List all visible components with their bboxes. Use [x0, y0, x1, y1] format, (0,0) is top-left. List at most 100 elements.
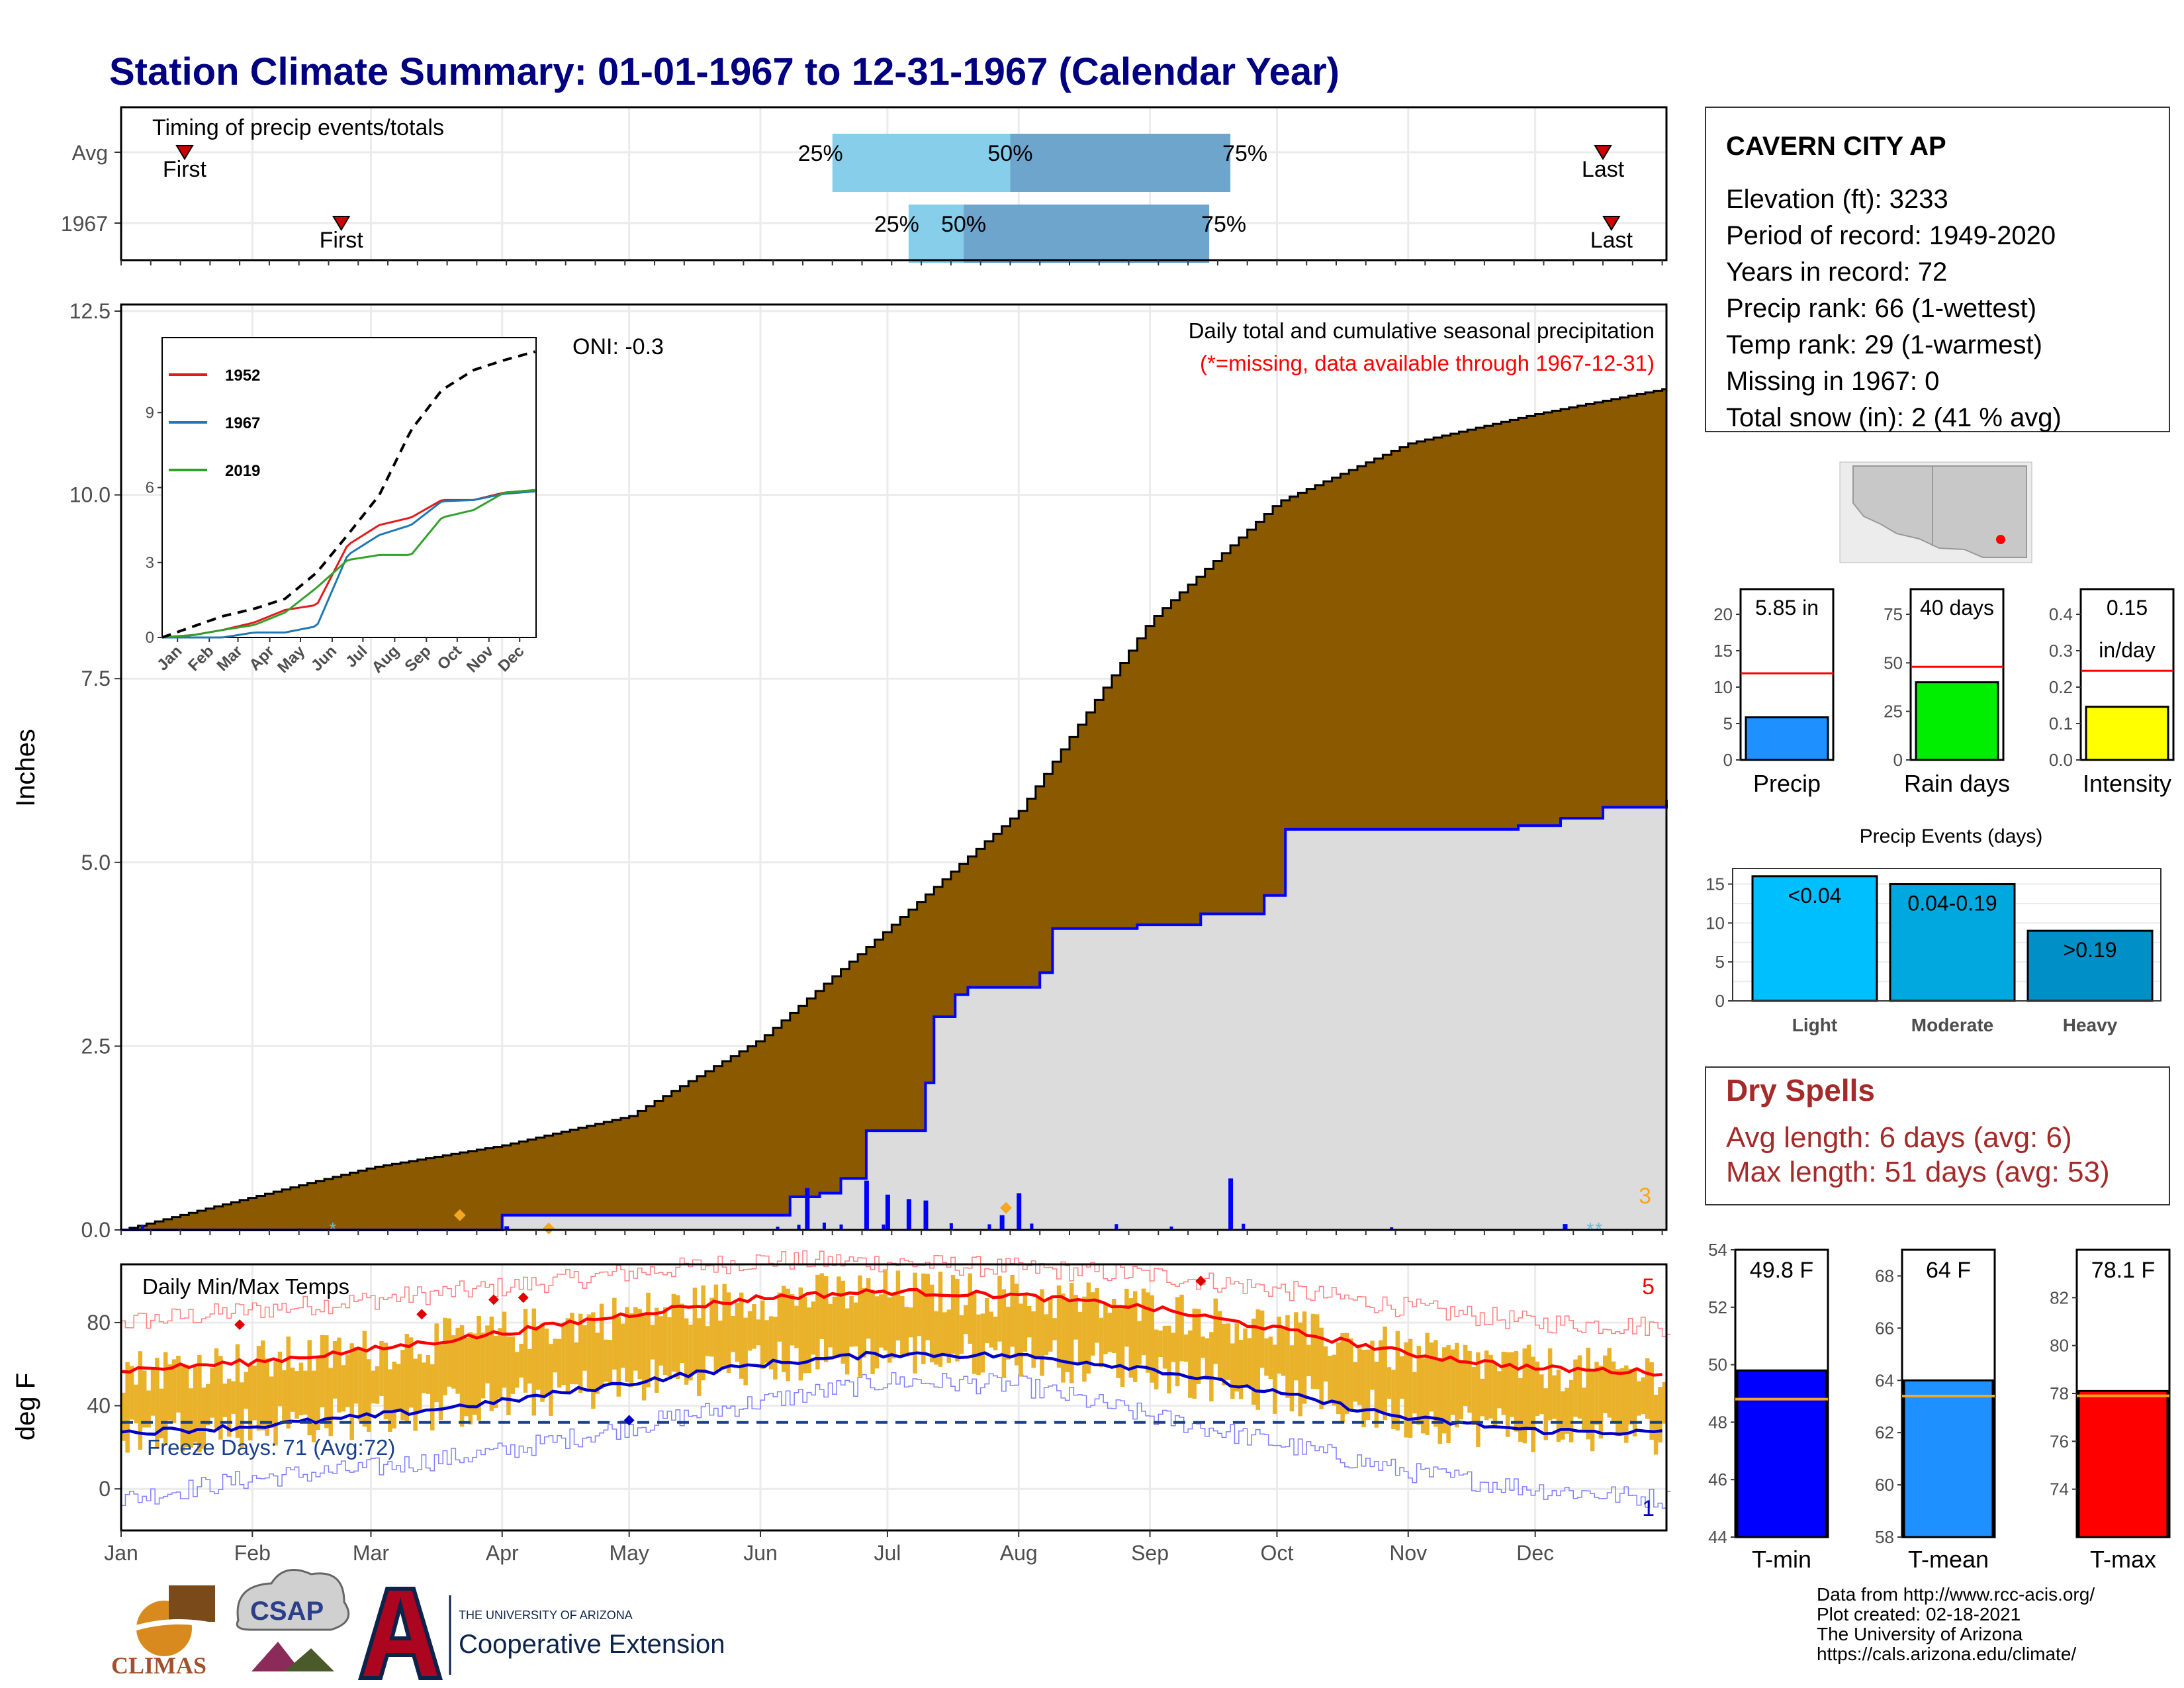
inset-ytick-label: 3	[146, 554, 154, 572]
daily-temp-bar	[578, 1313, 583, 1393]
daily-temp-bar	[379, 1340, 384, 1396]
daily-temp-bar	[320, 1335, 325, 1407]
month-label: Feb	[234, 1541, 271, 1565]
temp-bar-ytick-label: 80	[2050, 1336, 2069, 1356]
events-border	[1732, 868, 2161, 1002]
daily-temp-bar	[1547, 1348, 1553, 1421]
first-marker	[175, 145, 194, 160]
daily-temp-bar	[713, 1284, 719, 1374]
daily-temp-bar	[129, 1366, 134, 1420]
daily-precip-bar	[822, 1222, 826, 1230]
daily-temp-bar	[1285, 1315, 1290, 1398]
daily-temp-bar	[921, 1273, 926, 1364]
daily-temp-bar	[256, 1346, 261, 1431]
first-marker	[332, 216, 351, 231]
event-bar-label: 0.04-0.19	[1907, 892, 1997, 915]
daily-temp-bar	[1577, 1355, 1582, 1419]
daily-temp-bar	[692, 1288, 698, 1374]
daily-temp-bar	[828, 1303, 833, 1348]
dry-box	[1705, 1066, 2170, 1205]
daily-temp-bar	[1328, 1356, 1332, 1401]
daily-temp-bar	[1395, 1331, 1400, 1431]
daily-temp-bar	[1531, 1356, 1535, 1452]
daily-temp-bar	[841, 1280, 846, 1364]
p25-label: 25%	[874, 212, 919, 237]
daily-temp-bar	[472, 1333, 477, 1415]
daily-temp-bar	[434, 1323, 439, 1403]
daily-temp-bar	[553, 1338, 558, 1373]
events-ytick-label: 10	[1706, 913, 1725, 933]
station-line: Total snow (in): 2 (41 % avg)	[1726, 403, 2062, 432]
footer-line: The University of Arizona	[1817, 1624, 2023, 1644]
month-label: Jan	[104, 1541, 138, 1565]
inset-ytick-label: 9	[146, 404, 154, 422]
daily-temp-bar	[997, 1276, 1002, 1342]
daily-temp-bar	[1201, 1336, 1205, 1358]
station-line: Precip rank: 66 (1-wettest)	[1726, 294, 2036, 323]
daily-temp-bar	[422, 1362, 426, 1393]
daily-temp-bar	[125, 1362, 130, 1453]
daily-temp-bar	[498, 1328, 502, 1399]
daily-temp-bar	[574, 1342, 579, 1385]
month-label: Aug	[1000, 1541, 1038, 1565]
events-ytick-label: 0	[1715, 991, 1725, 1011]
daily-temp-bar	[964, 1305, 968, 1335]
dry-title: Dry Spells	[1726, 1073, 1875, 1107]
daily-temp-bar	[1416, 1346, 1422, 1425]
inset-avg-line	[161, 350, 535, 639]
events-ytick-label: 15	[1706, 874, 1725, 894]
daily-temp-bar	[1619, 1368, 1625, 1434]
daily-precip-bar	[999, 1215, 1005, 1230]
daily-temp-bar	[1183, 1334, 1189, 1362]
daily-temp-bar	[747, 1311, 752, 1351]
daily-temp-bar	[993, 1316, 998, 1350]
daily-temp-bar	[210, 1368, 214, 1418]
daily-temp-bar	[371, 1370, 375, 1404]
daily-temp-bar	[595, 1333, 600, 1394]
daily-temp-bar	[1255, 1309, 1260, 1410]
daily-temp-bar	[1539, 1374, 1544, 1415]
daily-temp-bar	[858, 1275, 862, 1377]
daily-temp-bar	[1556, 1370, 1561, 1442]
dry-max: Max length: 51 days (avg: 53)	[1726, 1156, 2110, 1188]
daily-temp-bar	[1378, 1340, 1383, 1414]
first-marker-label: First	[163, 157, 207, 182]
daily-temp-bar	[697, 1318, 702, 1396]
daily-temp-bar	[929, 1284, 934, 1362]
mini-ytick-label: 0	[1723, 750, 1733, 770]
daily-temp-bar	[464, 1337, 469, 1417]
daily-temp-bar	[332, 1340, 338, 1399]
daily-temp-bar	[1247, 1338, 1252, 1389]
daily-temp-bar	[870, 1289, 875, 1374]
daily-temp-bar	[1510, 1352, 1514, 1417]
mini-ytick-label: 0	[1893, 750, 1903, 770]
daily-temp-bar	[646, 1292, 651, 1387]
daily-temp-bar	[1268, 1336, 1273, 1380]
temp-bar-ytick-label: 82	[2050, 1288, 2069, 1307]
daily-temp-bar	[426, 1354, 431, 1394]
timing-row-label: 1967	[61, 212, 108, 236]
daily-temp-bar	[189, 1388, 193, 1448]
daily-temp-bar	[176, 1356, 181, 1413]
daily-temp-bar	[1001, 1289, 1007, 1378]
daily-temp-bar	[1073, 1295, 1078, 1340]
daily-temp-bar	[849, 1295, 854, 1347]
daily-temp-bar	[1264, 1338, 1269, 1376]
daily-temp-bar	[1315, 1314, 1320, 1389]
daily-temp-bar	[159, 1388, 164, 1438]
daily-temp-bar	[1323, 1346, 1328, 1382]
daily-temp-bar	[430, 1364, 435, 1430]
avg-min-line	[120, 1350, 1662, 1436]
daily-temp-bar	[493, 1335, 498, 1409]
oni-label: ONI: -0.3	[572, 334, 664, 359]
ua-a-icon	[357, 1587, 443, 1680]
daily-temp-bar	[1128, 1298, 1134, 1378]
daily-temp-bar	[1611, 1361, 1616, 1423]
daily-temp-bar	[913, 1272, 917, 1374]
daily-temp-bar	[735, 1303, 740, 1362]
mini-value-bar	[2085, 706, 2169, 761]
event-bar	[1751, 875, 1878, 1002]
daily-temp-bar	[489, 1316, 494, 1411]
daily-temp-bar	[662, 1307, 668, 1376]
daily-temp-bar	[726, 1292, 731, 1373]
